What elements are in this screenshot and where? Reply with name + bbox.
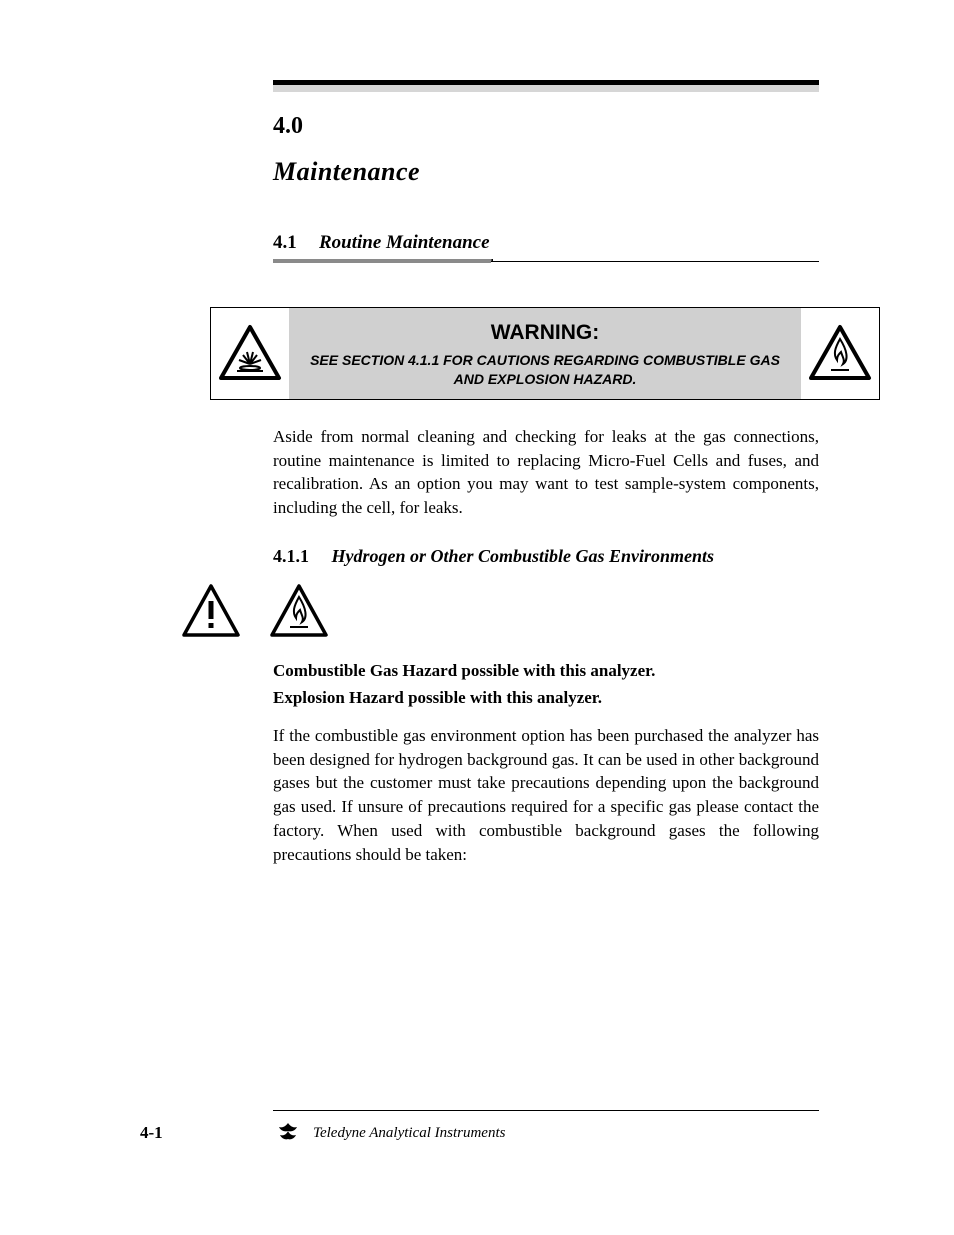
title-rule	[273, 80, 819, 92]
chapter-number: 4.0	[273, 110, 819, 144]
warning-body: WARNING: SEE SECTION 4.1.1 FOR CAUTIONS …	[289, 308, 802, 399]
hazard-detail-paragraph: If the combustible gas environment optio…	[273, 724, 819, 867]
warning-text: SEE SECTION 4.1.1 FOR CAUTIONS REGARDING…	[303, 351, 788, 389]
hazard-list: Combustible Gas Hazard possible with thi…	[273, 659, 819, 710]
chapter-title: Maintenance	[273, 154, 819, 190]
warning-title: WARNING:	[303, 318, 788, 347]
footer-company: Teledyne Analytical Instruments	[313, 1123, 505, 1144]
footer-rule	[273, 1110, 819, 1111]
hazard-line-2: Explosion Hazard possible with this anal…	[273, 686, 819, 710]
hazard-icon-row	[180, 583, 819, 639]
warning-box: WARNING: SEE SECTION 4.1.1 FOR CAUTIONS …	[210, 307, 880, 400]
section-heading: 4.1 Routine Maintenance	[273, 230, 819, 257]
subsection-name: Hydrogen or Other Combustible Gas Enviro…	[332, 546, 715, 566]
flame-icon	[268, 583, 330, 639]
flame-icon	[801, 308, 879, 399]
intro-paragraph: Aside from normal cleaning and checking …	[273, 425, 819, 520]
page-number: 4-1	[140, 1121, 273, 1145]
subsection-number: 4.1.1	[273, 544, 309, 569]
subsection-heading: 4.1.1 Hydrogen or Other Combustible Gas …	[273, 544, 819, 569]
teledyne-logo-icon	[273, 1121, 303, 1145]
hazard-line-1: Combustible Gas Hazard possible with thi…	[273, 659, 819, 683]
explosion-icon	[211, 308, 289, 399]
caution-icon	[180, 583, 242, 639]
section-number: 4.1	[273, 230, 297, 257]
section-rule	[273, 259, 819, 262]
section-name: Routine Maintenance	[319, 232, 490, 253]
page-footer: 4-1 Teledyne Analytical Instruments	[140, 1110, 819, 1145]
